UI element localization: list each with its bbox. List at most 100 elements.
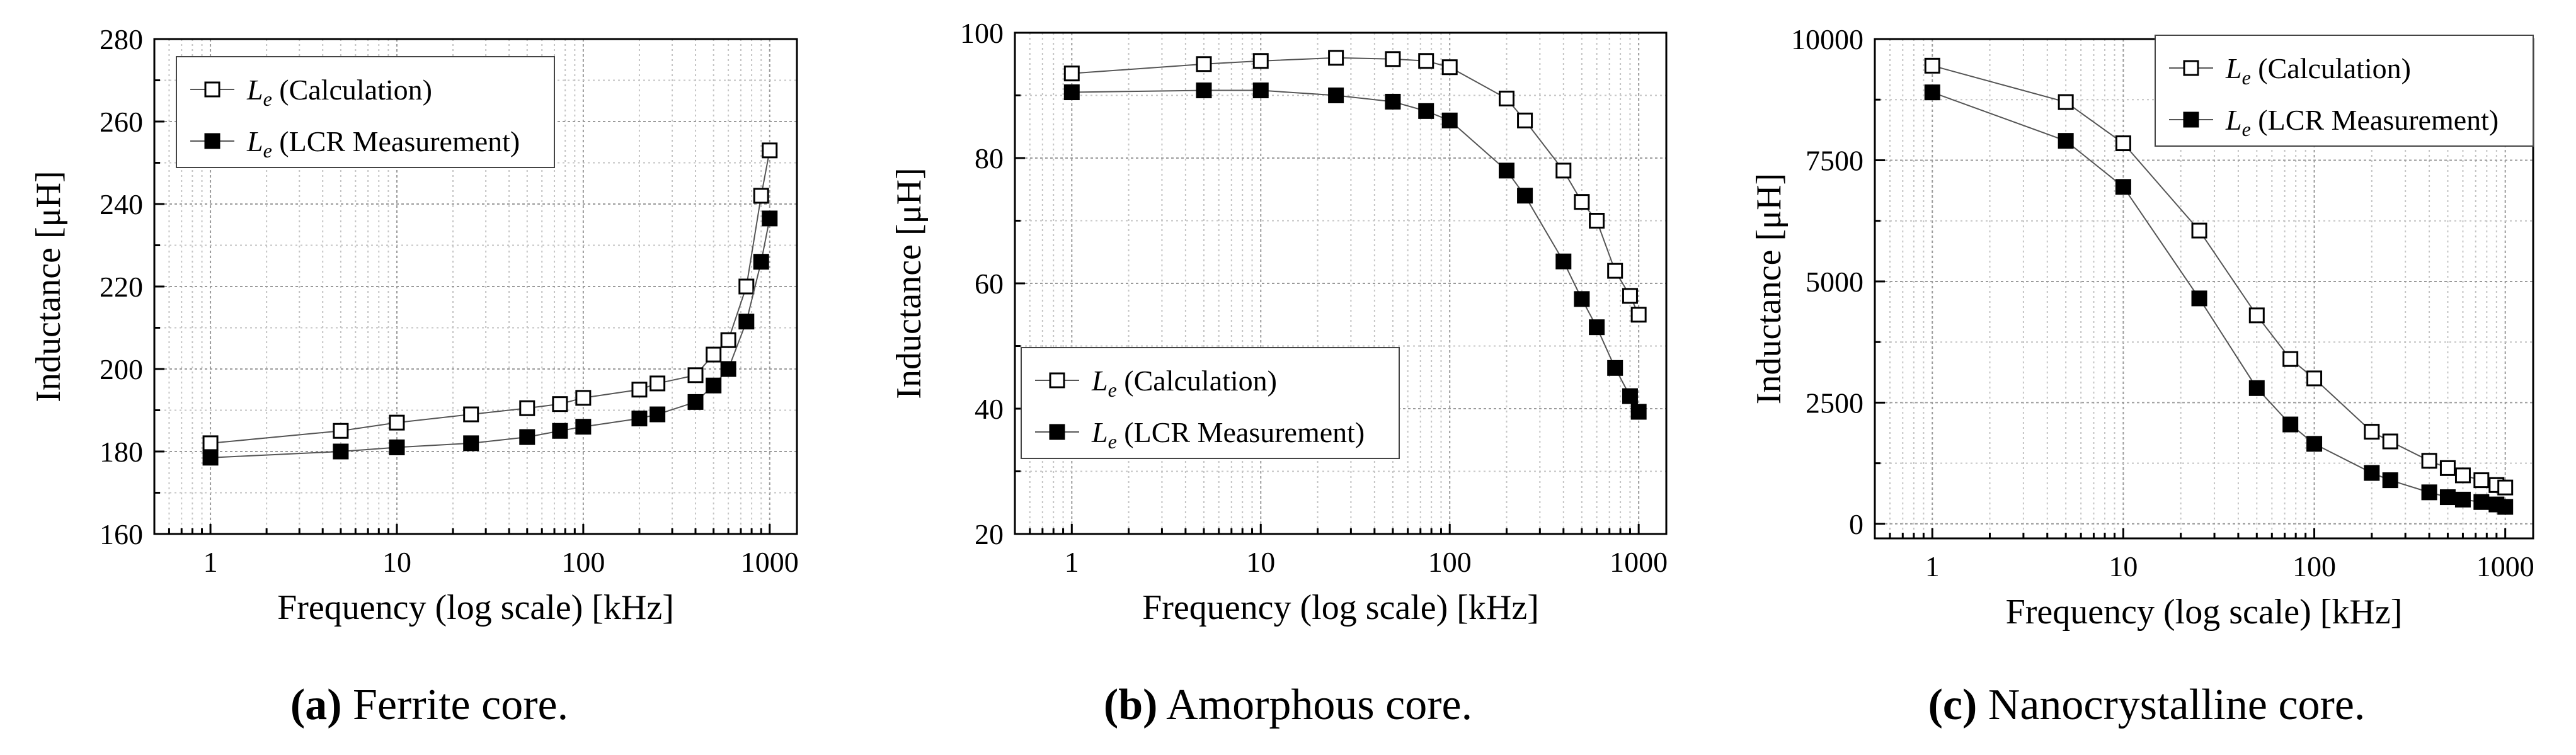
x-tick-label: 1000 [1610, 546, 1668, 578]
series-line [210, 218, 770, 458]
open-square-marker [1589, 213, 1605, 229]
y-tick-label: 0 [1849, 508, 1863, 540]
open-square-marker [333, 423, 349, 439]
legend-marker [204, 133, 220, 149]
filled-square-marker [720, 361, 736, 377]
x-tick-label: 10 [382, 546, 411, 578]
y-tick-label: 10000 [1791, 23, 1863, 55]
filled-square-marker [202, 450, 219, 466]
open-square-marker [720, 332, 736, 348]
y-tick-label: 280 [100, 23, 143, 55]
filled-square-marker [2248, 380, 2265, 396]
legend-marker [2183, 111, 2199, 128]
open-square-marker [706, 346, 722, 363]
open-square-marker [1063, 65, 1080, 82]
open-square-marker [2439, 460, 2456, 476]
filled-square-marker [1252, 82, 1269, 99]
filled-square-marker [1441, 112, 1458, 128]
filled-square-marker [1196, 82, 1212, 99]
x-tick-label: 1 [203, 546, 218, 578]
open-square-marker [575, 390, 592, 406]
open-square-marker [2382, 433, 2398, 450]
y-axis-label: Inductance [μH] [1749, 173, 1789, 404]
y-tick-label: 160 [100, 518, 143, 550]
x-tick-label: 100 [2293, 550, 2336, 582]
open-square-marker [519, 400, 535, 416]
y-tick-label: 2500 [1806, 387, 1863, 419]
filled-square-marker [2191, 290, 2207, 307]
open-square-marker [2454, 467, 2471, 484]
legend: Le (Calculation) Le (LCR Measurement) [1021, 347, 1400, 459]
filled-square-marker [762, 210, 778, 227]
open-square-marker [1555, 162, 1572, 179]
open-square-marker [1441, 59, 1458, 76]
x-axis-label: Frequency (log scale) [kHz] [277, 588, 674, 627]
filled-square-marker [2497, 499, 2514, 515]
legend-label: Le (Calculation) [1091, 365, 1277, 401]
series-calculation [202, 142, 778, 451]
open-square-marker [650, 375, 666, 392]
x-axis-label: Frequency (log scale) [kHz] [1142, 588, 1539, 627]
open-square-marker [2364, 424, 2380, 440]
y-tick-label: 240 [100, 188, 143, 220]
open-square-marker [1328, 50, 1344, 66]
filled-square-marker [1924, 84, 1940, 101]
legend-label: Le (LCR Measurement) [246, 125, 520, 162]
open-square-marker [738, 278, 755, 295]
x-tick-label: 1 [1065, 546, 1079, 578]
legend-label: Le (Calculation) [246, 74, 432, 110]
y-tick-label: 180 [100, 436, 143, 468]
open-square-marker [1607, 263, 1623, 279]
filled-square-marker [1328, 88, 1344, 103]
caption-a-text: Ferrite core. [353, 681, 569, 729]
y-tick-label: 7500 [1806, 144, 1863, 176]
open-square-marker [762, 142, 778, 159]
filled-square-marker [1630, 404, 1647, 420]
legend-label: Le (Calculation) [2225, 52, 2411, 89]
legend-marker [1049, 372, 1065, 389]
y-tick-label: 220 [100, 271, 143, 303]
caption-c-tag: c [1942, 681, 1962, 729]
x-tick-label: 1 [1925, 550, 1940, 582]
filled-square-marker [552, 423, 568, 439]
panel-b: 1 10 100 1000 20 40 60 80 100 Frequency (log scal… [859, 0, 1717, 755]
legend: Le (Calculation) Le (LCR Measurement) [176, 56, 555, 168]
filled-square-marker [1063, 84, 1080, 101]
series-line [1072, 57, 1640, 315]
caption-c: (c) Nanocrystalline core. [1928, 681, 2366, 729]
filled-square-marker [2364, 465, 2380, 481]
open-square-marker [1574, 194, 1590, 210]
series-lcr-measurement [202, 210, 778, 466]
x-tick-label: 100 [1428, 546, 1472, 578]
y-tick-label: 60 [975, 268, 1004, 300]
filled-square-marker [2454, 491, 2471, 508]
open-square-marker [463, 406, 479, 423]
filled-square-marker [631, 411, 648, 427]
filled-square-marker [1555, 253, 1572, 270]
open-square-marker [687, 367, 704, 383]
series-calculation [1924, 57, 2514, 496]
filled-square-marker [463, 435, 479, 451]
y-tick-label: 5000 [1806, 266, 1863, 298]
filled-square-marker [1385, 93, 1401, 110]
filled-square-marker [1418, 103, 1434, 119]
x-axis-label: Frequency (log scale) [kHz] [2006, 593, 2403, 632]
open-square-marker [2115, 135, 2131, 152]
caption-a: (a) Ferrite core. [290, 681, 569, 729]
caption-b-text: Amorphous core. [1166, 681, 1473, 729]
open-square-marker [2058, 94, 2074, 110]
open-square-marker [1196, 56, 1212, 72]
filled-square-marker [389, 439, 405, 455]
caption-a-tag: a [305, 681, 328, 729]
open-square-marker [1385, 51, 1401, 67]
filled-square-marker [2058, 133, 2074, 149]
legend-box [1021, 347, 1400, 459]
open-square-marker [753, 188, 769, 204]
filled-square-marker [1607, 360, 1623, 376]
caption-c-text: Nanocrystalline core. [1988, 681, 2366, 729]
caption-b-tag: b [1118, 681, 1143, 729]
open-square-marker [1252, 53, 1269, 69]
filled-square-marker [1517, 188, 1533, 204]
chart-b: 1 10 100 1000 20 40 60 80 100 Frequency (log scal… [890, 17, 1668, 627]
